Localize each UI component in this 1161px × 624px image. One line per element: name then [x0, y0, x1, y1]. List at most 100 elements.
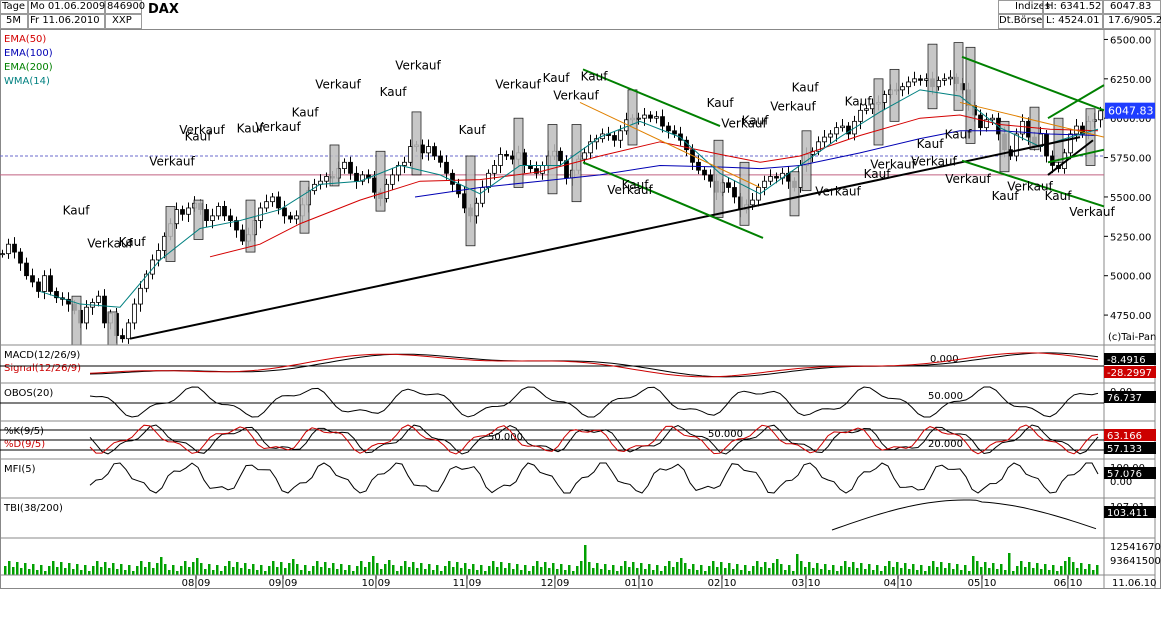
- volume-bar: [264, 571, 267, 575]
- buy-signal-label: Kauf: [237, 121, 265, 135]
- range-bar: [789, 171, 800, 217]
- range-bar: [411, 111, 422, 176]
- trendline-black: [129, 136, 1081, 340]
- volume-bar: [500, 562, 503, 575]
- volume-bar: [1040, 569, 1043, 575]
- volume-bar: [784, 570, 787, 575]
- candle-body: [450, 172, 455, 185]
- volume-bar: [988, 568, 991, 575]
- volume-bar: [40, 565, 43, 575]
- volume-bar: [884, 566, 887, 575]
- volume-bar: [792, 571, 795, 575]
- volume-bar: [592, 568, 595, 575]
- panel-badge: [1104, 429, 1156, 441]
- candle-body: [660, 116, 665, 127]
- buy-signal-label: Kauf: [543, 71, 571, 85]
- candle-body: [642, 114, 647, 119]
- candle-body: [48, 275, 53, 292]
- candle-body: [96, 295, 101, 303]
- candle-body: [18, 251, 23, 264]
- ema100-line: [414, 130, 1099, 198]
- candle-body: [708, 174, 713, 182]
- volume-bar: [888, 561, 891, 575]
- volume-bar: [332, 563, 335, 575]
- range-bar: [713, 139, 724, 218]
- volume-bar: [300, 570, 303, 575]
- volume-bar: [808, 562, 811, 575]
- volume-bar: [804, 567, 807, 575]
- volume-bar: [752, 566, 755, 575]
- volume-bar: [1080, 563, 1083, 575]
- volume-bar: [964, 565, 967, 575]
- volume-bar: [1072, 562, 1075, 575]
- buy-signal-label: Kauf: [622, 178, 650, 192]
- trendline-green: [582, 161, 764, 239]
- candle-body: [504, 154, 509, 157]
- candle-body: [240, 229, 245, 242]
- period-box[interactable]: [0, 0, 28, 14]
- volume-bar: [460, 568, 463, 575]
- candle-body: [390, 174, 395, 185]
- volume-bar: [1056, 571, 1059, 575]
- volume-bar: [800, 561, 803, 575]
- x-tick-label: 02|10: [708, 578, 737, 589]
- volume-bar: [532, 566, 535, 575]
- volume-bar: [716, 567, 719, 575]
- date-to-box: [28, 14, 105, 29]
- price-tick-label: 6250.00: [1110, 75, 1151, 86]
- volume-bar: [632, 562, 635, 575]
- panel-badge-label: 103.411: [1107, 508, 1148, 519]
- volume-bar: [320, 567, 323, 575]
- volume-bar: [372, 556, 375, 575]
- candle-body: [120, 335, 125, 340]
- candle-body: [858, 109, 863, 122]
- volume-bar: [712, 561, 715, 575]
- volume-bar: [980, 567, 983, 575]
- volume-bar: [1084, 569, 1087, 575]
- volume-bar: [572, 571, 575, 575]
- volume-bar: [908, 569, 911, 575]
- trendline-green: [1047, 84, 1105, 120]
- macd-zero-label: 0.000: [930, 354, 959, 365]
- volume-bar: [100, 567, 103, 575]
- volume-bar: [424, 569, 427, 575]
- volume-bar: [608, 570, 611, 575]
- volume-bar: [452, 567, 455, 575]
- x-tick-label: 09|09: [269, 578, 298, 589]
- volume-bar: [816, 563, 819, 575]
- volume-bar: [444, 566, 447, 575]
- volume-bar: [840, 566, 843, 575]
- panel-badge: [1104, 467, 1156, 479]
- volume-bar: [216, 565, 219, 575]
- volume-bar: [972, 556, 975, 575]
- candle-body: [360, 174, 365, 182]
- candle-body: [984, 119, 989, 129]
- volume-bar: [860, 563, 863, 575]
- candle-body: [534, 168, 539, 174]
- volume-bar: [280, 562, 283, 575]
- candle-body: [702, 169, 707, 176]
- volume-bar: [912, 564, 915, 575]
- volume-bar: [208, 564, 211, 575]
- range-bar: [375, 150, 386, 212]
- range-bar: [927, 43, 938, 110]
- candle-body: [864, 108, 869, 111]
- volume-bar: [20, 568, 23, 575]
- volume-bar: [440, 571, 443, 575]
- volume-bar: [124, 570, 127, 575]
- volume-bar: [384, 564, 387, 575]
- volume-bar: [168, 570, 171, 575]
- interval-box[interactable]: [0, 14, 28, 29]
- volume-bar: [144, 567, 147, 575]
- volume-bar: [196, 558, 199, 575]
- wkn-box: [105, 0, 142, 14]
- volume-bar: [1096, 565, 1099, 575]
- volume-bar: [564, 570, 567, 575]
- volume-bar: [628, 567, 631, 575]
- candle-body: [666, 125, 671, 132]
- panel-badge: [1104, 442, 1156, 454]
- volume-bar: [932, 561, 935, 575]
- dax-chart[interactable]: 6500.00 6250.00 6000.00 5750.00 5500.00 5250.…: [0, 29, 1161, 624]
- volume-bar: [540, 567, 543, 575]
- volume-bar: [516, 564, 519, 575]
